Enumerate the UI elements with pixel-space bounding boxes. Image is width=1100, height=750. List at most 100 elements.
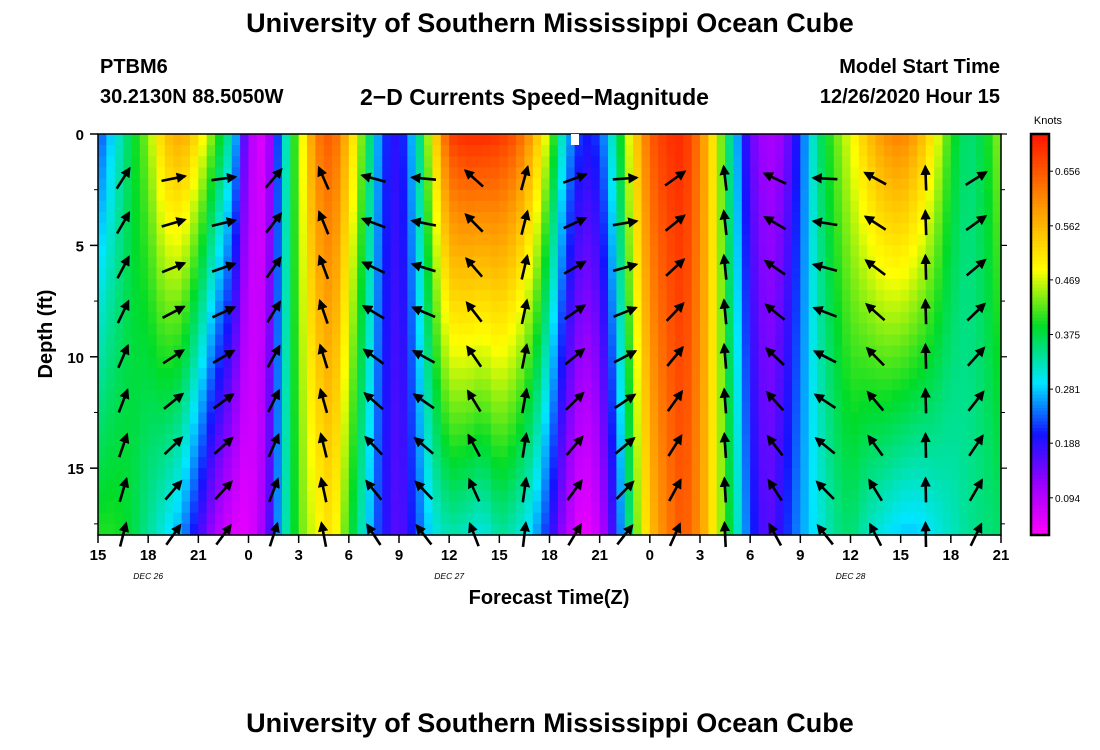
heatmap-cell xyxy=(658,178,668,191)
heatmap-cell xyxy=(658,134,668,146)
heatmap-cell xyxy=(164,223,174,235)
heatmap-cell xyxy=(148,145,158,157)
heatmap-cell xyxy=(750,211,760,224)
heatmap-cell xyxy=(649,468,659,480)
heatmap-cell xyxy=(683,200,693,213)
heatmap-cell xyxy=(248,323,258,336)
heatmap-cell xyxy=(248,234,258,246)
heatmap-cell xyxy=(582,479,592,492)
heatmap-cell xyxy=(307,345,316,358)
heatmap-cell xyxy=(532,245,542,258)
heatmap-cell xyxy=(432,145,442,157)
heatmap-cell xyxy=(959,167,969,180)
y-tick-label: 10 xyxy=(67,350,84,367)
heatmap-cell xyxy=(231,434,241,447)
heatmap-cell xyxy=(633,267,643,280)
current-vector xyxy=(520,253,531,280)
heatmap-cell xyxy=(666,523,676,536)
heatmap-cell xyxy=(114,334,124,347)
heatmap-cell xyxy=(725,323,735,336)
heatmap-cell xyxy=(825,245,835,258)
heatmap-cell xyxy=(106,379,116,391)
heatmap-cell xyxy=(566,178,576,191)
heatmap-cell xyxy=(791,523,801,536)
heatmap-cell xyxy=(725,278,735,291)
heatmap-cell xyxy=(666,200,676,213)
heatmap-cell xyxy=(942,412,952,425)
heatmap-cell xyxy=(98,490,107,503)
heatmap-cell xyxy=(950,278,960,291)
heatmap-cell xyxy=(298,523,308,536)
heatmap-cell xyxy=(833,278,843,291)
heatmap-cell xyxy=(909,423,918,436)
heatmap-cell xyxy=(323,390,333,402)
heatmap-cell xyxy=(131,367,141,380)
heatmap-cell xyxy=(800,379,810,391)
heatmap-cell xyxy=(432,523,442,536)
heatmap-cell xyxy=(591,312,601,324)
heatmap-cell xyxy=(608,278,617,291)
heatmap-cell xyxy=(883,178,893,191)
heatmap-cell xyxy=(725,457,735,469)
heatmap-cell xyxy=(633,256,643,269)
heatmap-cell xyxy=(892,512,902,525)
heatmap-cell xyxy=(231,390,241,402)
heatmap-cell xyxy=(516,445,526,458)
heatmap-cell xyxy=(499,145,509,157)
heatmap-cell xyxy=(139,245,149,258)
heatmap-cell xyxy=(624,512,634,525)
heatmap-cell xyxy=(950,211,960,224)
heatmap-cell xyxy=(549,145,559,157)
heatmap-cell xyxy=(323,345,333,358)
heatmap-cell xyxy=(892,479,902,492)
heatmap-cell xyxy=(741,134,751,146)
heatmap-cell xyxy=(332,156,342,169)
heatmap-cell xyxy=(490,390,500,402)
heatmap-cell xyxy=(281,479,291,492)
heatmap-cell xyxy=(892,289,902,302)
heatmap-cell xyxy=(106,178,116,191)
heatmap-cell xyxy=(925,167,935,180)
heatmap-cell xyxy=(800,345,810,358)
heatmap-cell xyxy=(716,468,726,480)
heatmap-cell xyxy=(633,367,643,380)
heatmap-cell xyxy=(783,223,793,235)
heatmap-cell xyxy=(206,423,216,436)
heatmap-cell xyxy=(516,401,526,414)
heatmap-cell xyxy=(917,245,927,258)
heatmap-cell xyxy=(917,145,927,157)
heatmap-cell xyxy=(123,278,133,291)
heatmap-cell xyxy=(281,256,291,269)
heatmap-cell xyxy=(457,256,467,269)
heatmap-cell xyxy=(649,200,659,213)
heatmap-cell xyxy=(549,412,559,425)
heatmap-cell xyxy=(967,245,977,258)
heatmap-cell xyxy=(348,412,358,425)
heatmap-cell xyxy=(240,312,250,324)
colorbar-segment xyxy=(1031,321,1049,326)
heatmap-cell xyxy=(106,412,116,425)
heatmap-cell xyxy=(223,189,233,202)
heatmap-cell xyxy=(315,412,325,425)
heatmap-cell xyxy=(507,267,517,280)
heatmap-cell xyxy=(440,379,450,391)
heatmap-cell xyxy=(608,134,617,146)
heatmap-cell xyxy=(248,289,258,302)
current-vector xyxy=(267,432,280,458)
current-vector xyxy=(664,170,687,187)
heatmap-cell xyxy=(373,301,383,313)
heatmap-cell xyxy=(332,501,342,514)
heatmap-cell xyxy=(340,479,350,492)
heatmap-cell xyxy=(532,401,542,414)
heatmap-cell xyxy=(791,189,801,202)
colorbar-segment xyxy=(1031,397,1049,402)
heatmap-cell xyxy=(482,278,492,291)
heatmap-cell xyxy=(934,412,944,425)
heatmap-cell xyxy=(691,468,701,480)
heatmap-cell xyxy=(800,189,810,202)
heatmap-cell xyxy=(833,445,843,458)
heatmap-cell xyxy=(449,390,459,402)
heatmap-cell xyxy=(290,189,300,202)
current-vector xyxy=(719,476,731,503)
heatmap-cell xyxy=(934,423,944,436)
